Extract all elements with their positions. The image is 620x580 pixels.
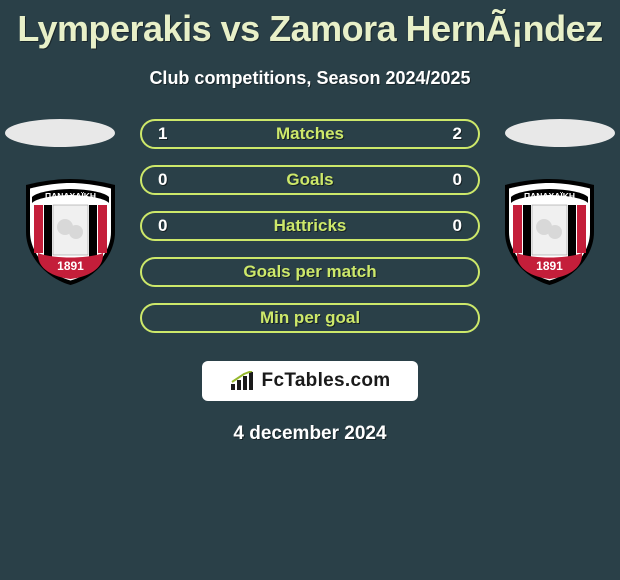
bar-chart-icon xyxy=(230,371,256,391)
branding-text: FcTables.com xyxy=(262,370,391,392)
player-shadow-left xyxy=(5,119,115,147)
stat-label: Min per goal xyxy=(142,308,478,328)
svg-text:1891: 1891 xyxy=(536,259,563,273)
stat-row-hattricks: 0 Hattricks 0 xyxy=(140,211,480,241)
club-badge-left: ΠΑΝΑΧΑΪΚΗ 1891 xyxy=(18,177,123,287)
svg-text:1891: 1891 xyxy=(57,259,84,273)
svg-text:ΠΑΝΑΧΑΪΚΗ: ΠΑΝΑΧΑΪΚΗ xyxy=(524,191,575,201)
club-badge-right: ΠΑΝΑΧΑΪΚΗ 1891 xyxy=(497,177,602,287)
subtitle: Club competitions, Season 2024/2025 xyxy=(0,68,620,89)
comparison-area: ΠΑΝΑΧΑΪΚΗ 1891 ΠΑΝΑΧΑΪΚΗ 1891 xyxy=(0,119,620,349)
stat-label: Matches xyxy=(142,124,478,144)
stat-row-mpg: Min per goal xyxy=(140,303,480,333)
stats-column: 1 Matches 2 0 Goals 0 0 Hattricks 0 Goal… xyxy=(140,119,480,349)
svg-text:ΠΑΝΑΧΑΪΚΗ: ΠΑΝΑΧΑΪΚΗ xyxy=(45,191,96,201)
stat-label: Goals xyxy=(142,170,478,190)
stat-row-gpm: Goals per match xyxy=(140,257,480,287)
stat-label: Goals per match xyxy=(142,262,478,282)
stat-row-goals: 0 Goals 0 xyxy=(140,165,480,195)
stat-row-matches: 1 Matches 2 xyxy=(140,119,480,149)
branding-badge: FcTables.com xyxy=(202,361,418,401)
player-shadow-right xyxy=(505,119,615,147)
date-text: 4 december 2024 xyxy=(0,423,620,445)
stat-label: Hattricks xyxy=(142,216,478,236)
page-title: Lymperakis vs Zamora HernÃ¡ndez xyxy=(0,0,620,50)
